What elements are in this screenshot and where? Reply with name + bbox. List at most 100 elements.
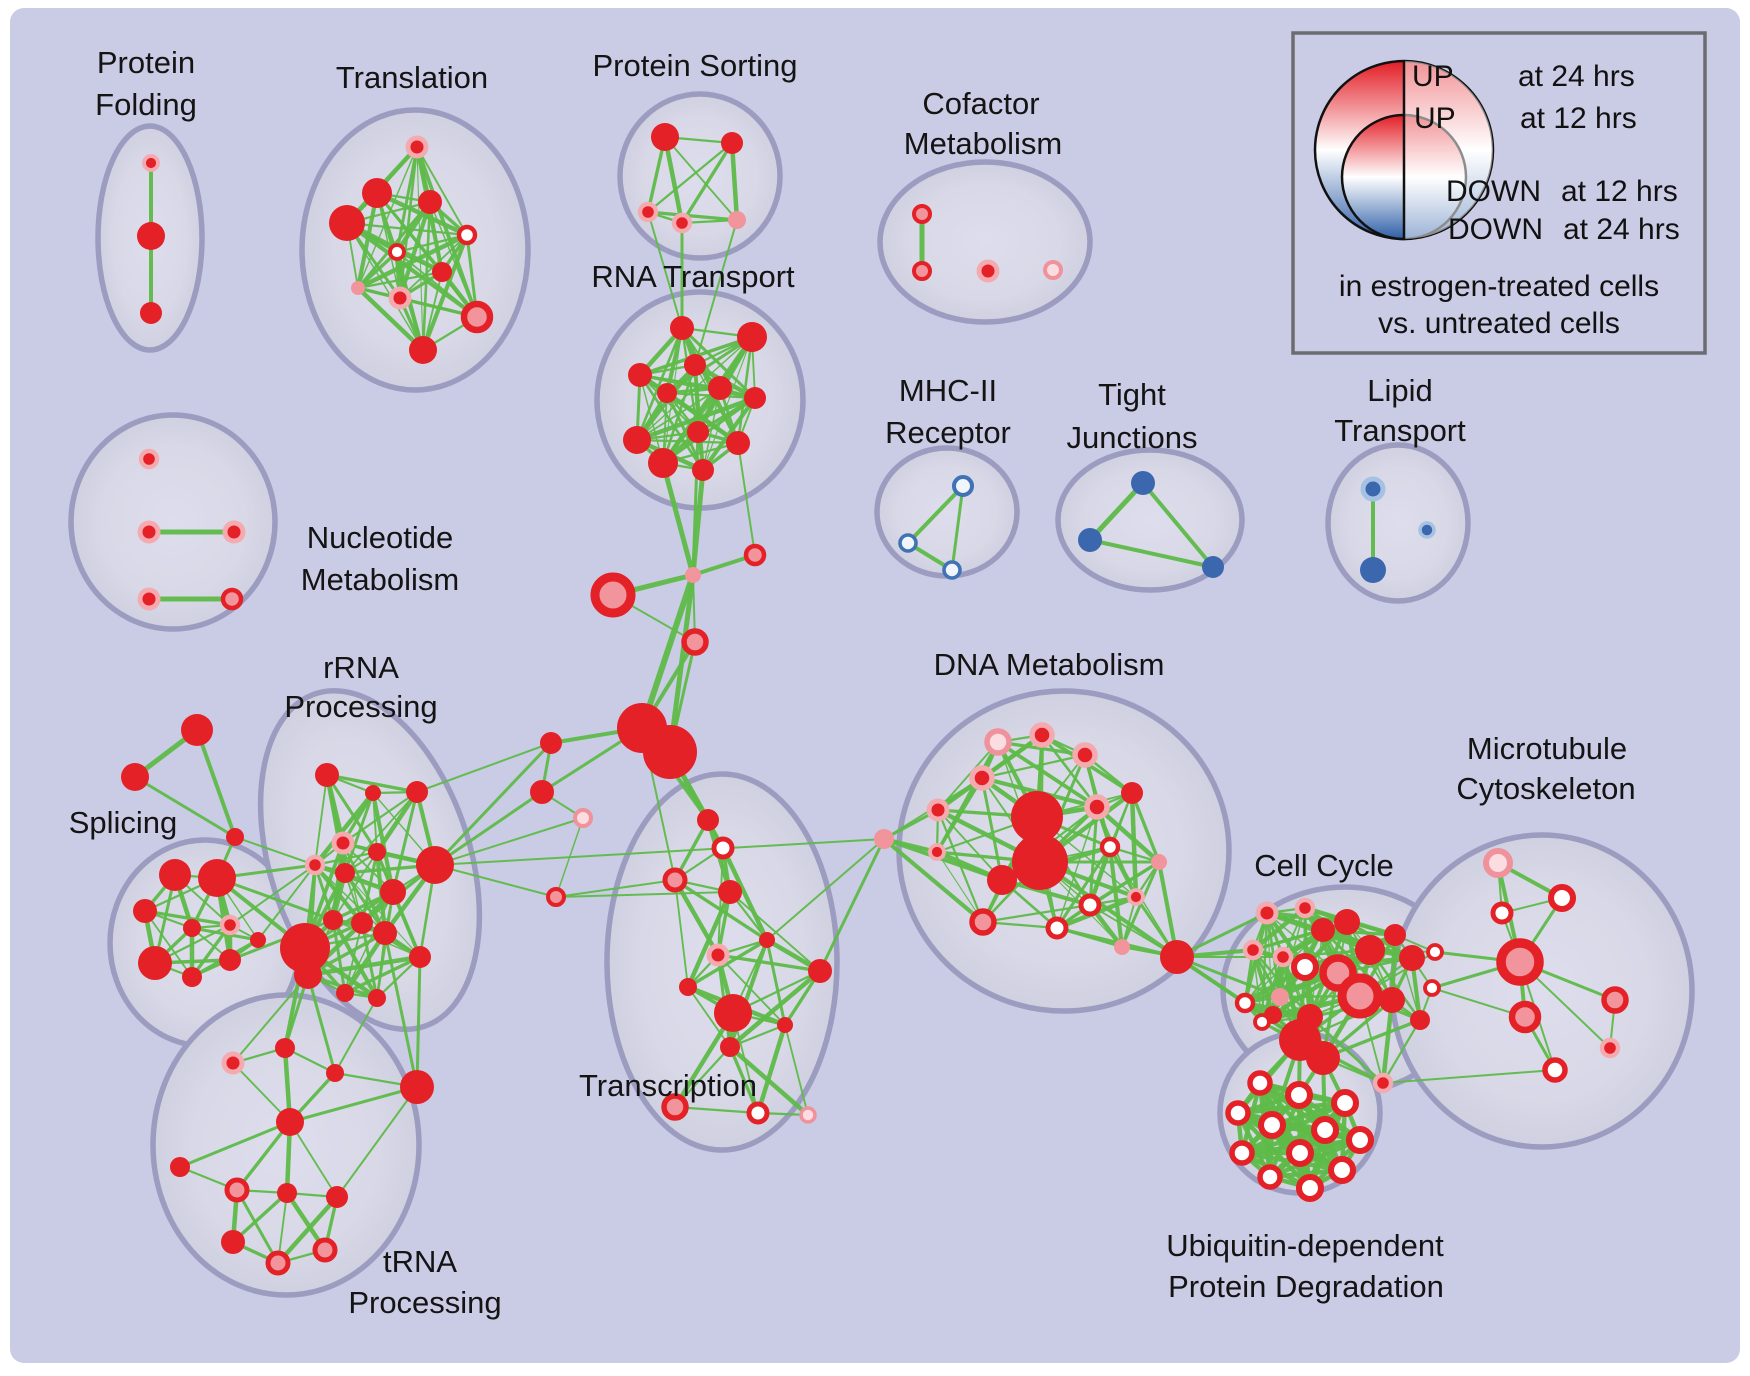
network-edge [674, 879, 689, 988]
network-edge [717, 847, 724, 956]
gene-node-rr9 [323, 910, 343, 930]
gene-node-cc19 [1306, 1041, 1340, 1075]
network-edge [647, 211, 683, 329]
gene-node-md9 [546, 887, 566, 907]
gene-node-rr16 [409, 946, 431, 968]
network-edge [1321, 928, 1397, 937]
gene-node-tn3 [400, 1070, 434, 1104]
gene-node-tr5 [388, 243, 406, 261]
network-edge [429, 201, 478, 318]
gene-node-tx3 [718, 880, 742, 904]
network-edge [981, 903, 1092, 924]
gene-node-rr1 [365, 785, 381, 801]
gene-node-pf0 [142, 154, 160, 172]
gene-node-ps3 [671, 212, 693, 234]
network-edge [195, 728, 237, 839]
network-edge [144, 910, 193, 978]
network-nodes-layer [121, 123, 1629, 1276]
network-edge [635, 326, 684, 442]
cluster-label-rt-line0: RNA Transport [591, 259, 795, 294]
network-edge [727, 968, 823, 1050]
network-edge [936, 851, 984, 923]
gene-node-md5 [643, 725, 697, 779]
gene-node-ub5 [1310, 1115, 1340, 1145]
network-edge [636, 387, 721, 441]
gene-node-nm3 [137, 587, 161, 611]
cluster-label-tr-line0: Translation [336, 60, 488, 95]
cluster-label-cf-line1: Metabolism [904, 126, 1063, 161]
network-edge [660, 460, 696, 578]
network-edge [687, 986, 731, 1048]
network-edge [434, 864, 557, 898]
network-edge [1321, 1018, 1422, 1060]
network-edge [680, 326, 757, 400]
gene-node-sp2 [133, 899, 157, 923]
network-edge [881, 836, 986, 925]
gene-node-mt8 [1542, 1057, 1568, 1083]
network-edge [555, 879, 676, 898]
network-edge [639, 572, 696, 731]
network-edge [344, 220, 480, 320]
gene-node-md0 [590, 572, 636, 618]
cluster-label-tn-line1: Processing [348, 1285, 501, 1320]
network-edge [314, 864, 386, 934]
gene-node-cc14 [1384, 924, 1406, 946]
gene-node-dm12 [1099, 836, 1121, 858]
gene-node-md6 [540, 732, 562, 754]
gene-node-rr8 [416, 846, 454, 884]
gene-node-fx1 [121, 763, 149, 791]
gene-node-cc3 [1334, 909, 1360, 935]
gene-node-dm14 [1127, 888, 1145, 906]
network-edge [1250, 905, 1308, 953]
gene-node-tr1 [362, 178, 392, 208]
gene-node-cc8 [1271, 988, 1289, 1006]
network-edge [306, 973, 337, 1075]
network-edge [1055, 845, 1112, 930]
network-edge [383, 931, 419, 1089]
gene-node-tr2 [418, 190, 442, 214]
gene-node-tn9 [221, 1230, 245, 1254]
gene-node-tx2 [662, 867, 688, 893]
gene-node-nm0 [138, 448, 160, 470]
gene-node-rt5 [744, 387, 766, 409]
cluster-label-tj-line1: Junctions [1067, 420, 1198, 455]
network-edge [646, 210, 739, 222]
gene-node-rt11 [692, 459, 714, 481]
network-edge [936, 808, 985, 924]
network-edge [685, 889, 733, 990]
gene-node-tr9 [460, 300, 494, 334]
network-edge [1040, 733, 1099, 809]
gene-node-rr3 [331, 831, 355, 855]
gene-node-tx1 [711, 836, 735, 860]
legend-row-time: at 12 hrs [1520, 102, 1637, 135]
gene-node-dm5 [926, 798, 950, 822]
cluster-label-nm-line0: Nucleotide [307, 520, 453, 555]
gene-node-rt8 [623, 426, 651, 454]
gene-node-sp6 [182, 967, 202, 987]
gene-node-rt10 [648, 448, 678, 478]
cluster-label-pf-line0: Protein [97, 45, 195, 80]
gene-node-tj2 [1202, 556, 1224, 578]
gene-node-rr12 [280, 923, 330, 973]
network-edge [416, 742, 552, 793]
network-edge [702, 336, 753, 471]
legend-row-direction: DOWN [1448, 213, 1543, 246]
legend-footer-line: in estrogen-treated cells [1339, 270, 1659, 303]
gene-node-md3 [681, 628, 709, 656]
gene-node-tx7 [808, 959, 832, 983]
gene-node-rt7 [687, 421, 709, 443]
network-edge [1380, 997, 1395, 1086]
gene-node-rt6 [657, 383, 677, 403]
gene-node-tr7 [351, 281, 365, 295]
network-edge [691, 430, 700, 577]
network-edge [727, 1044, 811, 1118]
network-edge [1088, 805, 1099, 907]
gene-node-rr4 [304, 854, 326, 876]
network-edge [433, 790, 544, 867]
gene-node-rr5 [368, 843, 386, 861]
network-edge [231, 1191, 289, 1244]
network-edge [635, 438, 740, 445]
cluster-label-mt-line0: Microtubule [1467, 731, 1627, 766]
